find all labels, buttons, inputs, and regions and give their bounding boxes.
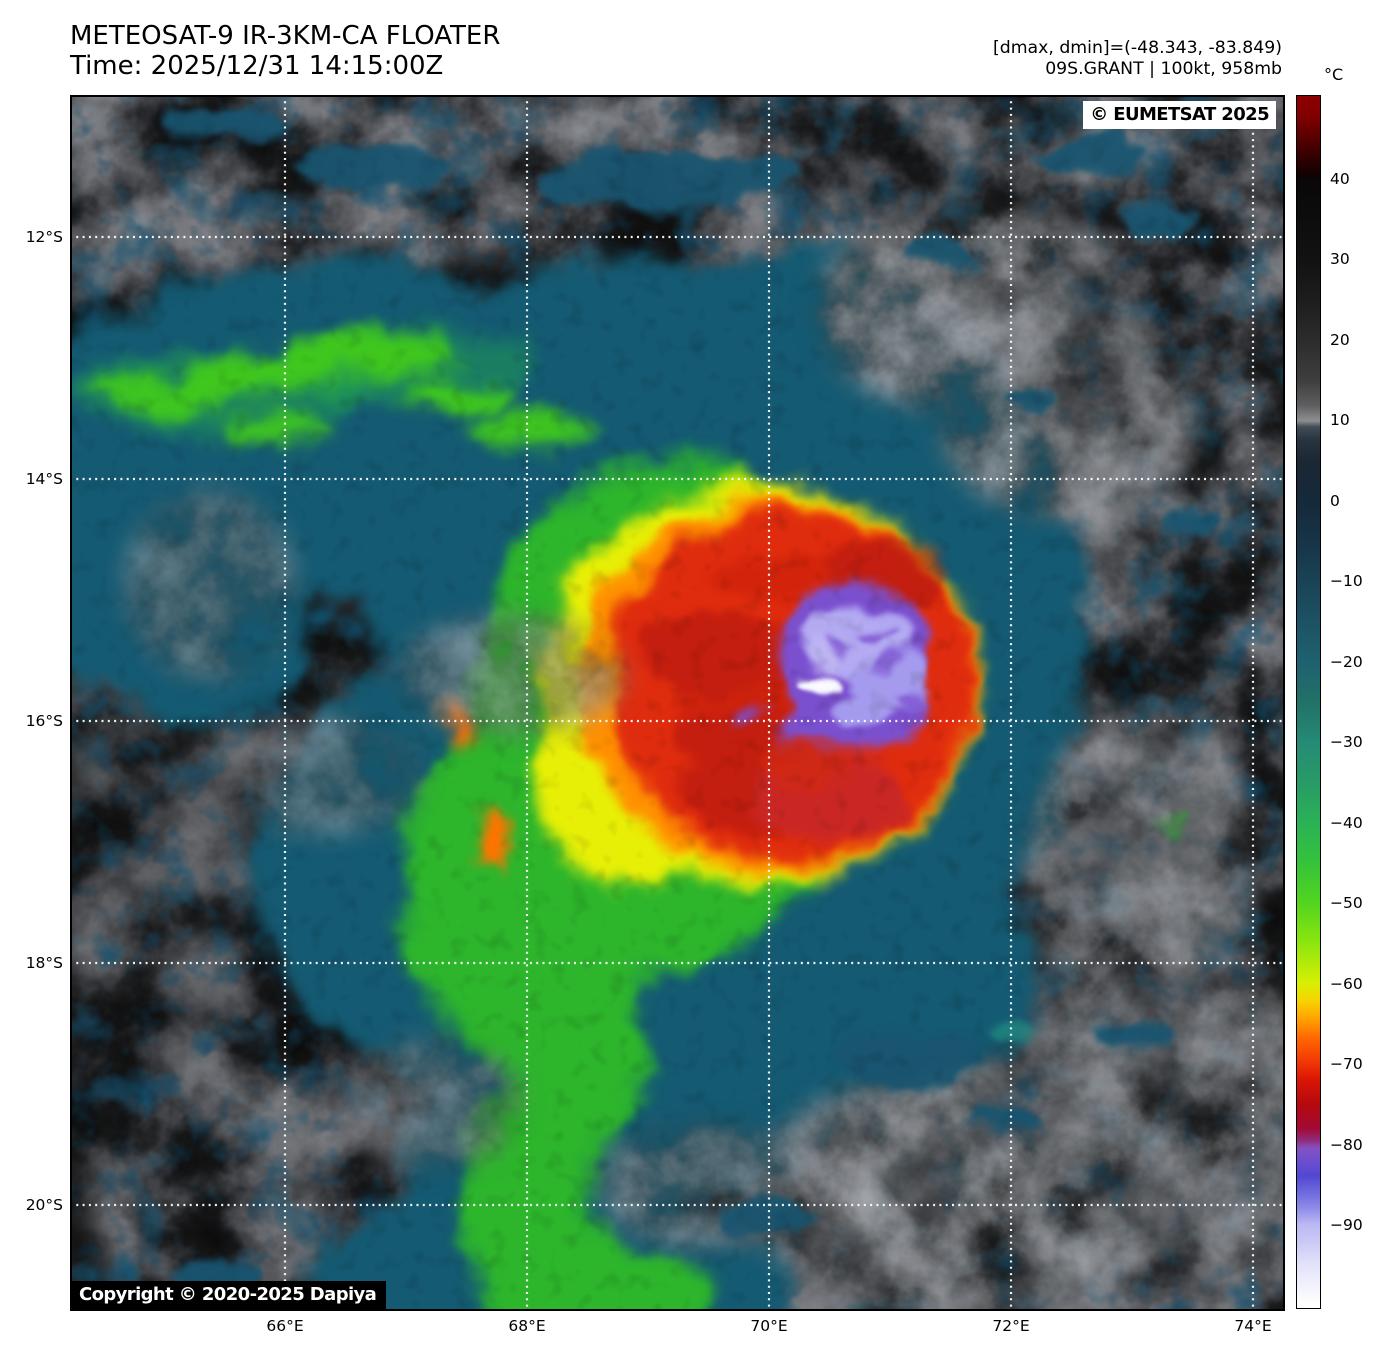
y-tick-12s: 12°S: [25, 228, 63, 246]
x-tick-70e: 70°E: [750, 1317, 788, 1335]
latlon-gridlines: [70, 95, 1285, 1311]
storm-annotation: 09S.GRANT | 100kt, 958mb: [1045, 59, 1282, 79]
cbar-tick-m40: −40: [1330, 814, 1363, 832]
x-tick-66e: 66°E: [266, 1317, 304, 1335]
cbar-tick-30: 30: [1330, 250, 1350, 268]
figure-timestamp: Time: 2025/12/31 14:15:00Z: [70, 51, 444, 81]
cbar-tick-m70: −70: [1330, 1055, 1363, 1073]
x-tick-68e: 68°E: [508, 1317, 546, 1335]
dapiya-credit: Copyright © 2020-2025 Dapiya: [72, 1281, 387, 1309]
eumetsat-credit: © EUMETSAT 2025: [1083, 101, 1276, 129]
satellite-map: © EUMETSAT 2025 Copyright © 2020-2025 Da…: [70, 95, 1285, 1311]
colorbar-unit-label: °C: [1324, 65, 1344, 84]
cbar-tick-m10: −10: [1330, 572, 1363, 590]
x-tick-74e: 74°E: [1234, 1317, 1272, 1335]
figure-annotations: [dmax, dmin]=(-48.343, -83.849) 09S.GRAN…: [993, 38, 1282, 80]
cbar-tick-m30: −30: [1330, 733, 1363, 751]
dmax-dmin-annotation: [dmax, dmin]=(-48.343, -83.849): [992, 38, 1282, 58]
figure-title: METEOSAT-9 IR-3KM-CA FLOATER: [70, 21, 501, 51]
cbar-tick-m50: −50: [1330, 894, 1363, 912]
satellite-image: [70, 95, 1285, 1311]
x-tick-72e: 72°E: [992, 1317, 1030, 1335]
y-tick-20s: 20°S: [25, 1196, 63, 1214]
colorbar: [1296, 95, 1321, 1309]
y-tick-14s: 14°S: [25, 470, 63, 488]
cbar-tick-m60: −60: [1330, 975, 1363, 993]
cbar-tick-m20: −20: [1330, 653, 1363, 671]
figure-header: METEOSAT-9 IR-3KM-CA FLOATER Time: 2025/…: [70, 21, 500, 81]
cbar-tick-20: 20: [1330, 331, 1350, 349]
cbar-tick-m80: −80: [1330, 1136, 1363, 1154]
y-tick-18s: 18°S: [25, 954, 63, 972]
y-tick-16s: 16°S: [25, 712, 63, 730]
map-border: [70, 95, 1285, 1311]
cbar-tick-40: 40: [1330, 170, 1350, 188]
cbar-tick-m90: −90: [1330, 1216, 1363, 1234]
cbar-tick-10: 10: [1330, 411, 1350, 429]
cbar-tick-0: 0: [1330, 492, 1340, 510]
